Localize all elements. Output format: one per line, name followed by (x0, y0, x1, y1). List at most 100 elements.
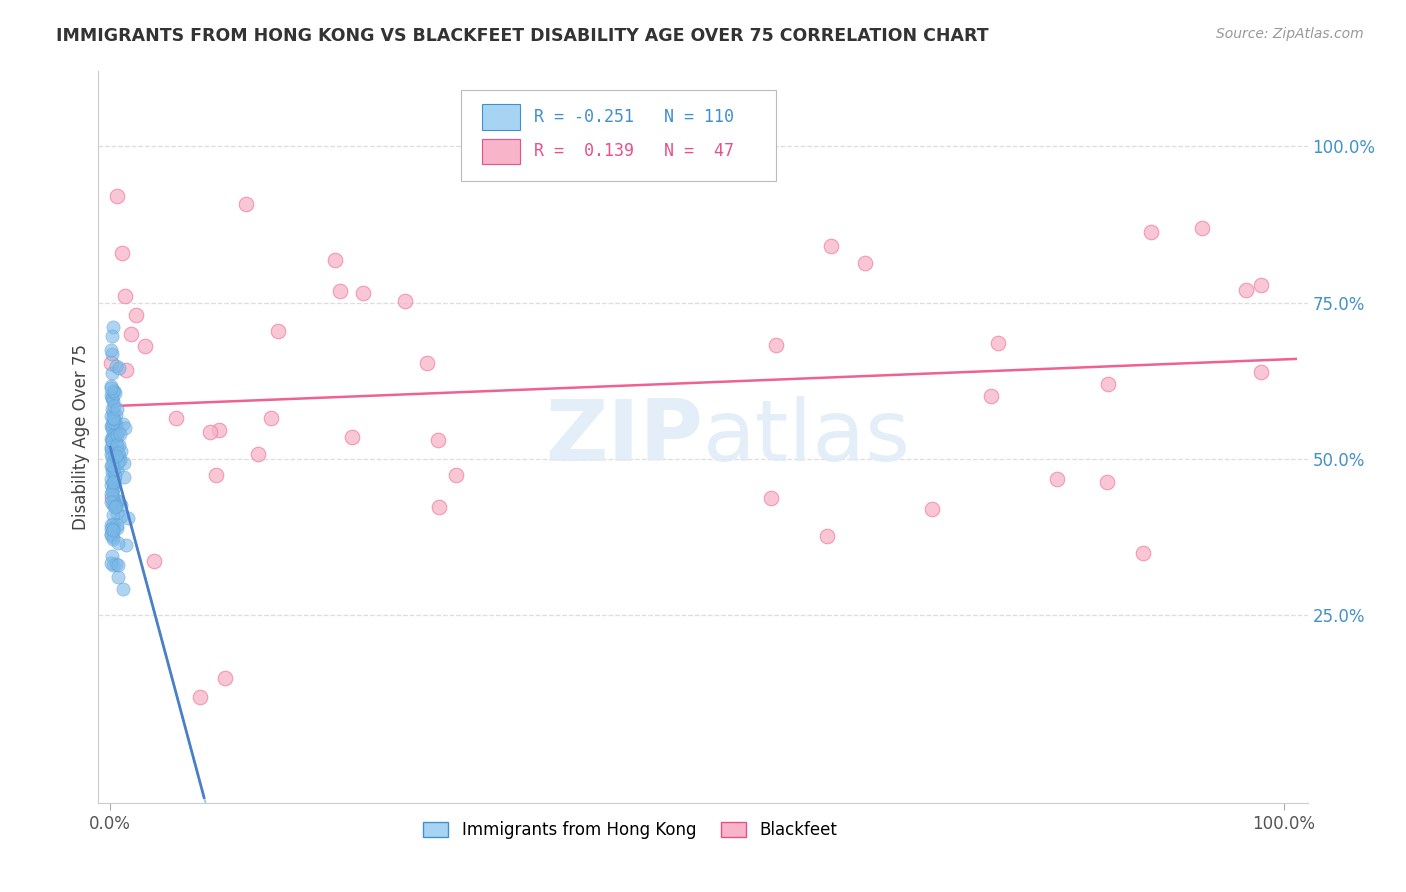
Point (1046, 472, 1069, 486)
Point (107, 558, 129, 572)
Point (1139, 225, 1161, 239)
Point (111, 417, 134, 431)
Text: atlas: atlas (703, 395, 911, 479)
Point (105, 494, 128, 508)
Point (114, 289, 136, 303)
Point (103, 399, 125, 413)
FancyBboxPatch shape (461, 90, 776, 181)
Point (103, 460, 125, 475)
Text: R =  0.139   N =  47: R = 0.139 N = 47 (534, 142, 734, 160)
Point (120, 326, 142, 341)
Point (100, 447, 122, 461)
Point (101, 521, 124, 535)
Point (100, 409, 122, 423)
Point (101, 431, 124, 445)
Point (101, 329, 124, 343)
Point (100, 379, 122, 393)
Point (246, 447, 269, 461)
Point (134, 339, 156, 353)
Bar (482, 138, 520, 164)
Point (104, 449, 127, 463)
Point (100, 388, 122, 402)
Point (100, 419, 122, 434)
Point (103, 475, 125, 489)
Point (114, 421, 136, 435)
Point (101, 508, 124, 523)
Point (101, 391, 124, 405)
Point (107, 494, 129, 508)
Point (110, 444, 132, 458)
Point (100, 458, 122, 473)
Point (235, 196, 257, 211)
Point (112, 470, 135, 484)
Point (103, 494, 125, 508)
Point (100, 381, 122, 395)
Point (820, 239, 842, 253)
Point (394, 293, 416, 308)
Point (101, 516, 124, 531)
Point (815, 529, 838, 543)
Point (105, 409, 128, 423)
Point (198, 425, 221, 439)
Point (765, 338, 787, 352)
Point (165, 410, 187, 425)
Point (855, 256, 877, 270)
Point (103, 384, 125, 398)
Point (105, 425, 128, 439)
Point (101, 401, 124, 416)
Point (104, 386, 127, 401)
Point (112, 582, 135, 597)
Point (107, 536, 129, 550)
Point (104, 500, 127, 514)
Point (342, 429, 364, 443)
Point (105, 463, 128, 477)
Point (921, 502, 943, 516)
Point (111, 245, 134, 260)
Point (114, 363, 136, 377)
Point (101, 418, 124, 433)
Legend: Immigrants from Hong Kong, Blackfeet: Immigrants from Hong Kong, Blackfeet (416, 814, 844, 846)
Point (100, 458, 122, 473)
Point (104, 558, 127, 572)
Point (100, 556, 122, 570)
Point (105, 438, 128, 452)
Point (117, 511, 139, 525)
Point (105, 436, 128, 450)
Point (105, 449, 128, 463)
Point (104, 427, 127, 442)
Point (100, 527, 122, 541)
Point (105, 518, 128, 533)
Point (100, 528, 122, 542)
Point (104, 359, 127, 373)
Point (105, 189, 128, 203)
Point (1132, 546, 1154, 560)
Point (101, 483, 124, 498)
Point (101, 450, 124, 464)
Text: ZIP: ZIP (546, 395, 703, 479)
Point (980, 389, 1002, 403)
Point (100, 355, 122, 369)
Point (100, 343, 122, 357)
Point (107, 455, 129, 469)
Point (416, 356, 439, 370)
Point (104, 418, 127, 433)
Point (105, 499, 128, 513)
Point (1250, 277, 1272, 292)
Point (104, 468, 127, 483)
Point (100, 472, 122, 486)
Point (101, 366, 124, 380)
Point (260, 410, 283, 425)
Point (101, 415, 124, 429)
Point (103, 384, 125, 399)
Bar (482, 104, 520, 130)
Point (100, 422, 122, 436)
Point (352, 285, 374, 300)
Point (1191, 220, 1213, 235)
Point (101, 454, 124, 468)
Point (103, 405, 125, 419)
Point (267, 324, 290, 338)
Text: Source: ZipAtlas.com: Source: ZipAtlas.com (1216, 27, 1364, 41)
Point (1095, 475, 1118, 489)
Point (101, 392, 124, 406)
Point (100, 487, 122, 501)
